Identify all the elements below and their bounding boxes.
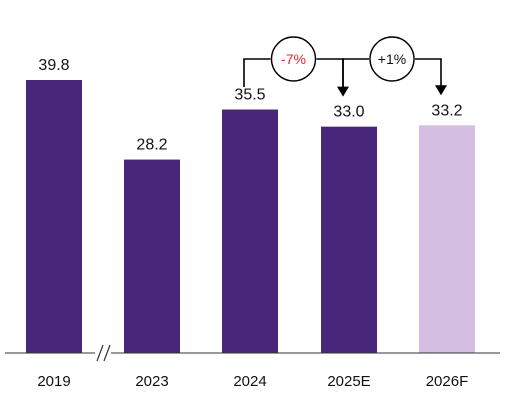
annotation-connector-right <box>415 58 442 87</box>
x-tick-labels-layer: 2019 2023 2024 2025E 2026F <box>37 373 468 390</box>
value-label-2026f: 33.2 <box>431 102 462 119</box>
value-label-2025e: 33.0 <box>333 104 364 121</box>
bars-layer <box>26 80 475 354</box>
annotation-connector-right <box>316 58 344 88</box>
annotation-arrowhead <box>337 86 349 97</box>
axis-break-slash-1 <box>96 344 104 362</box>
annotation-circle <box>270 36 317 82</box>
bar-2024 <box>222 109 278 354</box>
annotation-label: -7% <box>281 51 306 67</box>
bar-2026f <box>419 125 475 353</box>
value-label-2023: 28.2 <box>136 137 167 154</box>
axis-break-gap <box>95 348 111 358</box>
annotation-connector-left <box>342 58 369 87</box>
axis-break-marker <box>95 344 111 362</box>
change-annotations-layer: -7% +1% <box>243 36 447 97</box>
annotation-circle <box>369 36 415 82</box>
x-tick-label-2024: 2024 <box>233 373 266 390</box>
bar-2019 <box>26 80 82 353</box>
x-tick-label-2019: 2019 <box>37 373 70 390</box>
value-labels-layer: 39.8 28.2 35.5 33.0 33.2 <box>38 57 462 154</box>
x-tick-label-2026f: 2026F <box>426 373 469 390</box>
annotation-label: +1% <box>378 51 406 67</box>
change-annotation-2: +1% <box>342 36 447 96</box>
x-tick-label-2023: 2023 <box>135 373 168 390</box>
bar-2023 <box>124 159 180 353</box>
annotation-arrowhead <box>435 85 447 96</box>
annotation-connector-left <box>243 58 271 87</box>
axis-break-slash-2 <box>103 344 111 362</box>
value-label-2024: 35.5 <box>234 86 265 103</box>
value-label-2019: 39.8 <box>38 57 69 74</box>
x-tick-label-2025e: 2025E <box>327 373 370 390</box>
bar-2025e <box>321 126 377 353</box>
